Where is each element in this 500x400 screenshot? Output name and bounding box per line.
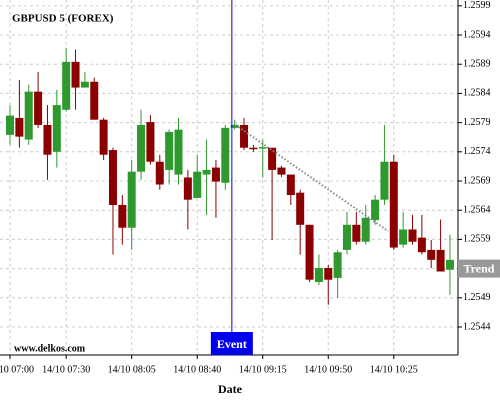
x-tick-label: 14/10 08:05 [108, 364, 156, 375]
overlay: Trend Event [210, 0, 500, 355]
trend-label: Trend [464, 261, 495, 275]
candle-body [324, 268, 333, 280]
candle-body [427, 249, 436, 260]
y-tick-label: 1.2564 [463, 204, 491, 215]
candle-body [90, 81, 99, 120]
y-tick-label: 1.2569 [463, 175, 491, 186]
candle-body [62, 61, 71, 110]
candle-body [371, 199, 380, 221]
candle-body [342, 224, 351, 250]
candle-body [417, 237, 426, 253]
x-tick-label: 14/10 07:30 [42, 364, 90, 375]
candle-body [361, 217, 370, 242]
candle-body [380, 161, 389, 200]
candle-body [240, 124, 249, 148]
candle-body [34, 91, 43, 125]
candle-body [202, 169, 211, 175]
y-tick-label: 1.2549 [463, 292, 491, 303]
event-box [210, 332, 253, 355]
candle-body [118, 204, 127, 228]
candle-body [99, 119, 108, 155]
trend-label-box [458, 259, 500, 278]
candle-body [277, 167, 286, 175]
y-tick-label: 1.2599 [463, 0, 491, 11]
candle-body [146, 122, 155, 162]
candles [6, 47, 454, 305]
y-tick-label: 1.2579 [463, 117, 491, 128]
y-tick-label: 1.2584 [463, 88, 491, 99]
candle-body [249, 147, 258, 150]
candle-body [305, 224, 314, 280]
candle-body [137, 124, 146, 172]
candle-body [230, 124, 239, 128]
candle-body [296, 192, 305, 225]
candle-body [399, 229, 408, 245]
candle-body [352, 224, 361, 242]
y-tick-label: 1.2574 [463, 146, 491, 157]
candle-body [408, 229, 417, 242]
candle-body [155, 161, 164, 185]
x-tick-label: 14/10 08:40 [173, 364, 221, 375]
candle-body [108, 150, 117, 205]
chart-title: GBPUSD 5 (FOREX) [12, 13, 114, 25]
candle-body [15, 117, 24, 137]
candle-body [333, 252, 342, 278]
candle-body [258, 147, 267, 149]
event-label: Event [217, 337, 247, 351]
trend-line [235, 124, 389, 233]
y-tick-label: 1.2594 [463, 29, 491, 40]
x-tick-label: 14/10 09:50 [304, 364, 352, 375]
x-tick-label: 14/10 10:25 [370, 364, 418, 375]
y-tick-label: 1.2559 [463, 234, 491, 245]
candle-body [221, 127, 230, 183]
candle-body [389, 161, 398, 248]
candle-body [6, 115, 15, 135]
candle-body [193, 171, 202, 198]
x-axis-label: Date [218, 382, 243, 396]
candle-body [183, 177, 192, 200]
candle-body [52, 105, 61, 152]
candle-body [174, 129, 183, 175]
y-tick-label: 1.2544 [463, 321, 491, 332]
x-tick-label: 14/10 09:15 [239, 364, 287, 375]
candle-body [211, 167, 220, 182]
y-tick-label: 1.2589 [463, 59, 491, 70]
candle-body [24, 91, 33, 140]
candle-body [445, 259, 454, 270]
watermark: www.delkos.com [14, 343, 86, 354]
x-tick-label: 14/10 07:00 [0, 364, 34, 375]
candle-body [127, 171, 136, 228]
candle-body [43, 124, 52, 155]
grid: 1.2599 1.2594 1.2589 1.2584 1.2579 1.2574 1.25… [0, 0, 491, 375]
candle-body [268, 147, 277, 170]
candle-body [286, 174, 295, 196]
candle-body [436, 249, 445, 272]
candle-body [80, 81, 89, 88]
candle-body [165, 131, 174, 170]
candle-body [71, 61, 80, 88]
candle-body [314, 268, 323, 283]
